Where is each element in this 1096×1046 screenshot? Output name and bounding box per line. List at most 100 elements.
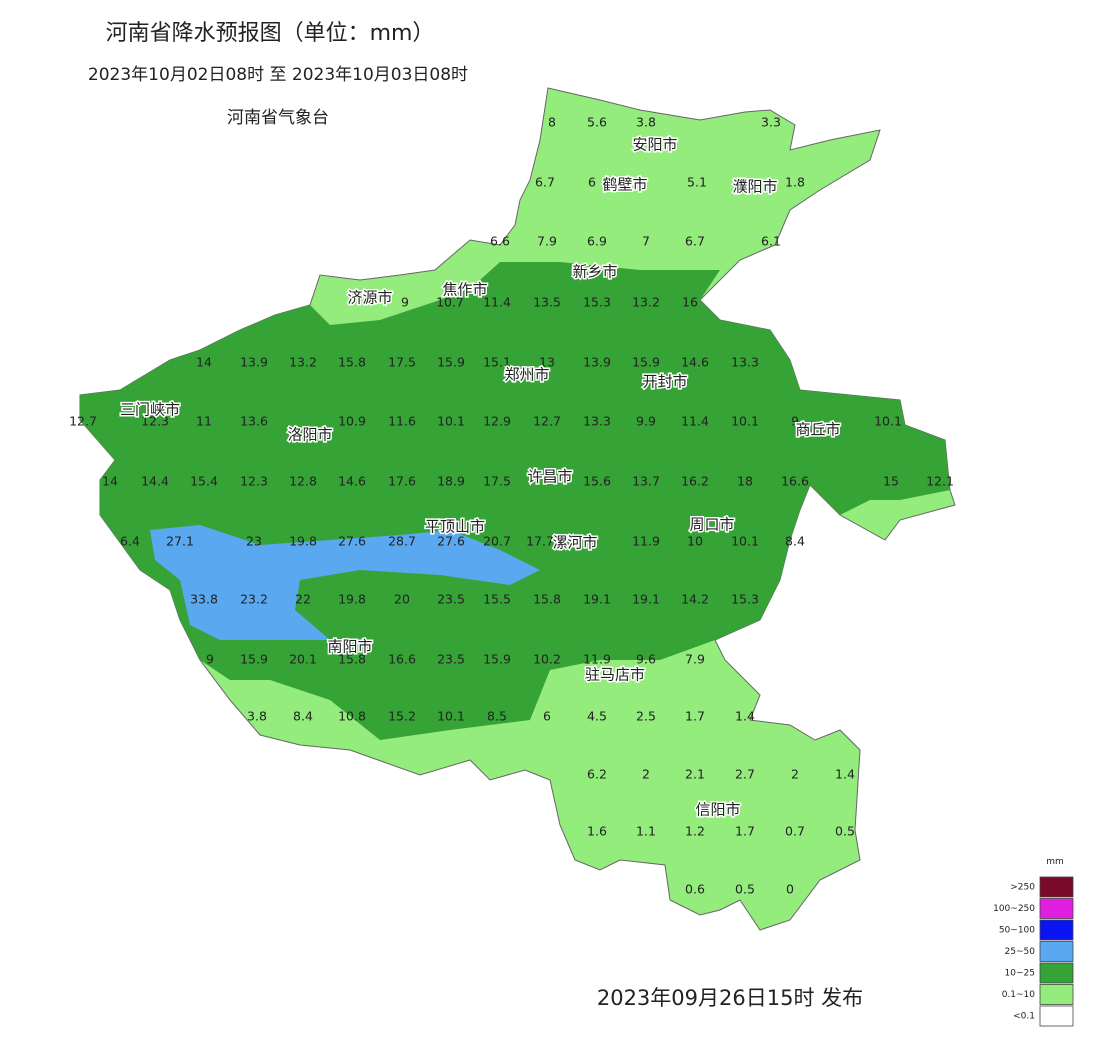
station-value: 17.5 (483, 474, 511, 489)
station-value: 4.5 (587, 709, 607, 724)
station-value: 13.9 (583, 355, 611, 370)
city-label: 濮阳市 (732, 178, 777, 196)
station-value: 20.1 (289, 652, 317, 667)
legend-label: 50~100 (999, 926, 1035, 936)
city-label: 许昌市 (527, 468, 572, 486)
station-value: 19.1 (632, 592, 660, 607)
station-value: 6.7 (535, 175, 555, 190)
station-value: 6.2 (587, 767, 607, 782)
station-value: 6.6 (490, 234, 510, 249)
station-value: 13.6 (240, 414, 268, 429)
station-value: 27.1 (166, 534, 194, 549)
station-value: 10.9 (338, 414, 366, 429)
station-value: 15.9 (483, 652, 511, 667)
station-value: 11.4 (681, 414, 709, 429)
city-label: 郑州市 (504, 366, 549, 384)
station-value: 12.1 (926, 474, 954, 489)
station-value: 6.9 (587, 234, 607, 249)
station-value: 10.1 (874, 414, 902, 429)
station-value: 18.9 (437, 474, 465, 489)
station-value: 13.3 (583, 414, 611, 429)
station-value: 18 (737, 474, 753, 489)
station-value: 9 (401, 295, 409, 310)
station-value: 15.1 (483, 355, 511, 370)
city-label: 三门峡市 (120, 401, 180, 419)
station-value: 15.9 (240, 652, 268, 667)
station-value: 12.9 (483, 414, 511, 429)
station-value: 6.1 (761, 234, 781, 249)
station-value: 14.6 (681, 355, 709, 370)
station-value: 14.6 (338, 474, 366, 489)
legend-unit: mm (1046, 857, 1064, 867)
station-value: 0.7 (785, 824, 805, 839)
station-value: 16.6 (388, 652, 416, 667)
station-value: 0.6 (685, 882, 705, 897)
station-value: 15.8 (533, 592, 561, 607)
issuer: 河南省气象台 (227, 108, 329, 128)
legend-swatch (1039, 984, 1074, 1005)
station-value: 2.7 (735, 767, 755, 782)
station-value: 14.4 (141, 474, 169, 489)
station-value: 10.8 (338, 709, 366, 724)
station-value: 15.8 (338, 652, 366, 667)
station-value: 12.3 (141, 414, 169, 429)
station-value: 16 (682, 295, 698, 310)
station-value: 10 (687, 534, 703, 549)
station-value: 19.8 (289, 534, 317, 549)
station-value: 7.9 (537, 234, 557, 249)
station-value: 14 (196, 355, 212, 370)
city-label: 济源市 (347, 289, 392, 307)
station-value: 19.8 (338, 592, 366, 607)
station-value: 5.6 (587, 115, 607, 130)
station-value: 15.6 (583, 474, 611, 489)
legend-swatch (1039, 941, 1074, 962)
station-value: 14 (102, 474, 118, 489)
legend-label: >250 (1010, 883, 1035, 893)
station-value: 17.5 (388, 355, 416, 370)
station-value: 1.7 (735, 824, 755, 839)
station-value: 3.8 (636, 115, 656, 130)
station-value: 28.7 (388, 534, 416, 549)
station-value: 5.1 (687, 175, 707, 190)
station-value: 13 (539, 355, 555, 370)
station-value: 0 (786, 882, 794, 897)
station-value: 23 (246, 534, 262, 549)
city-label: 商丘市 (795, 421, 840, 439)
station-value: 15.3 (583, 295, 611, 310)
station-value: 11.4 (483, 295, 511, 310)
station-value: 19.1 (583, 592, 611, 607)
forecast-period: 2023年10月02日08时 至 2023年10月03日08时 (88, 65, 468, 85)
station-value: 23.2 (240, 592, 268, 607)
station-value: 23.5 (437, 592, 465, 607)
city-label: 洛阳市 (287, 426, 332, 444)
city-label: 周口市 (689, 516, 734, 534)
city-label: 驻马店市 (585, 666, 645, 684)
station-value: 3.8 (247, 709, 267, 724)
legend-label: 10~25 (1005, 969, 1035, 979)
station-value: 7.9 (685, 652, 705, 667)
station-value: 23.5 (437, 652, 465, 667)
station-value: 8 (548, 115, 556, 130)
station-value: 12.3 (240, 474, 268, 489)
station-value: 11.9 (632, 534, 660, 549)
station-value: 17.7 (526, 534, 554, 549)
station-value: 15.5 (483, 592, 511, 607)
station-value: 17.6 (388, 474, 416, 489)
map-title: 河南省降水预报图（单位：mm） (106, 21, 435, 46)
station-value: 12.7 (533, 414, 561, 429)
station-value: 10.1 (731, 534, 759, 549)
station-value: 11.9 (583, 652, 611, 667)
station-value: 6.7 (685, 234, 705, 249)
legend-swatch (1039, 1005, 1074, 1027)
station-value: 2 (791, 767, 799, 782)
legend-swatch (1039, 898, 1074, 919)
station-value: 6 (588, 175, 596, 190)
legend-label: 25~50 (1005, 947, 1036, 957)
station-value: 8.4 (293, 709, 313, 724)
station-value: 10.1 (731, 414, 759, 429)
station-value: 11.6 (388, 414, 416, 429)
station-value: 6 (543, 709, 551, 724)
station-value: 33.8 (190, 592, 218, 607)
station-value: 2 (642, 767, 650, 782)
